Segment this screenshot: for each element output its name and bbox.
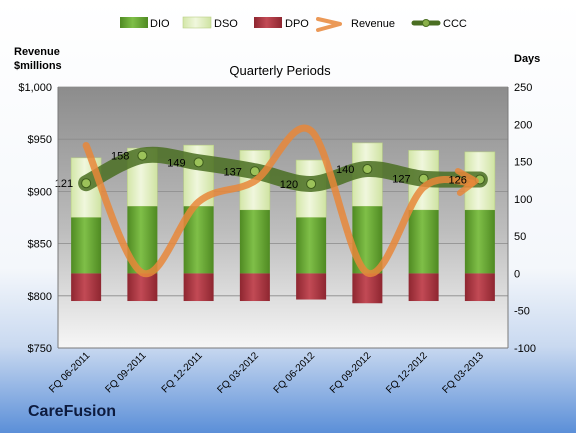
legend-label-revenue: Revenue (351, 18, 395, 30)
bar-dio (71, 217, 102, 274)
y-left-tick-label: $1,000 (18, 82, 52, 94)
legend-label-dio: DIO (150, 18, 170, 30)
bar-dpo (183, 273, 214, 302)
bar-dpo (352, 273, 383, 304)
ccc-marker (306, 178, 317, 189)
legend-swatch-ccc-marker (422, 19, 430, 27)
bar-dio (239, 210, 270, 274)
ccc-data-label: 149 (167, 157, 185, 169)
ccc-data-label: 120 (280, 179, 298, 191)
y-left-tick-label: $950 (28, 134, 52, 146)
y-left-tick-label: $750 (28, 343, 52, 355)
y-right-tick-label: 50 (514, 231, 526, 243)
ccc-marker (81, 178, 92, 189)
legend-label-dso: DSO (214, 18, 238, 30)
ccc-labels: 121 158 149 137 120 140 127 126 (55, 151, 467, 191)
bar-dpo (408, 273, 439, 302)
revenue-arrowhead (454, 167, 479, 196)
y-left-tick-label: $900 (28, 186, 52, 198)
ccc-data-label: 121 (55, 178, 73, 190)
ccc-data-label: 158 (111, 151, 129, 163)
ccc-marker (362, 164, 373, 175)
revenue-line (82, 124, 476, 278)
bar-dpo (239, 273, 270, 302)
ccc-data-label: 127 (392, 174, 410, 186)
plot-area (58, 87, 508, 348)
legend: DIO DSO DPO Revenue CCC (120, 16, 467, 32)
bar-dpo (296, 273, 327, 300)
bar-dio (296, 217, 327, 274)
y-left-tick-label: $850 (28, 239, 52, 251)
bar-dpo (464, 273, 495, 302)
ccc-marker (137, 150, 148, 161)
y-right-tick-label: 250 (514, 82, 532, 94)
ccc-marker (193, 157, 204, 168)
legend-swatch-dpo (254, 17, 282, 28)
ccc-data-label: 126 (449, 174, 467, 186)
ccc-data-label: 137 (224, 166, 242, 178)
bar-dio (408, 210, 439, 274)
legend-swatch-dso (182, 16, 212, 29)
y-left-axis-title: Revenue $millions (14, 46, 63, 72)
y-right-tick-label: 0 (514, 268, 520, 280)
legend-label-dpo: DPO (285, 18, 309, 30)
lines (78, 124, 488, 278)
legend-swatch-dio (120, 17, 148, 28)
y-right-tick-label: 150 (514, 157, 532, 169)
y-left-tick-label: $800 (28, 291, 52, 303)
bar-dpo (71, 273, 102, 302)
legend-swatch-revenue (316, 17, 342, 32)
company-name: CareFusion (28, 403, 117, 420)
chart-title: Quarterly Periods (229, 63, 331, 78)
y-right-tick-label: -50 (514, 306, 530, 318)
y-right-tick-label: 200 (514, 119, 532, 131)
y-right-tick-label: 100 (514, 194, 532, 206)
ccc-marker (249, 166, 260, 177)
y-right-tick-label: -100 (514, 343, 536, 355)
ccc-data-label: 140 (336, 164, 354, 176)
bar-dpo (127, 273, 158, 302)
y-right-axis-title: Days (514, 53, 540, 65)
bar-dio (464, 210, 495, 274)
legend-label-ccc: CCC (443, 18, 467, 30)
